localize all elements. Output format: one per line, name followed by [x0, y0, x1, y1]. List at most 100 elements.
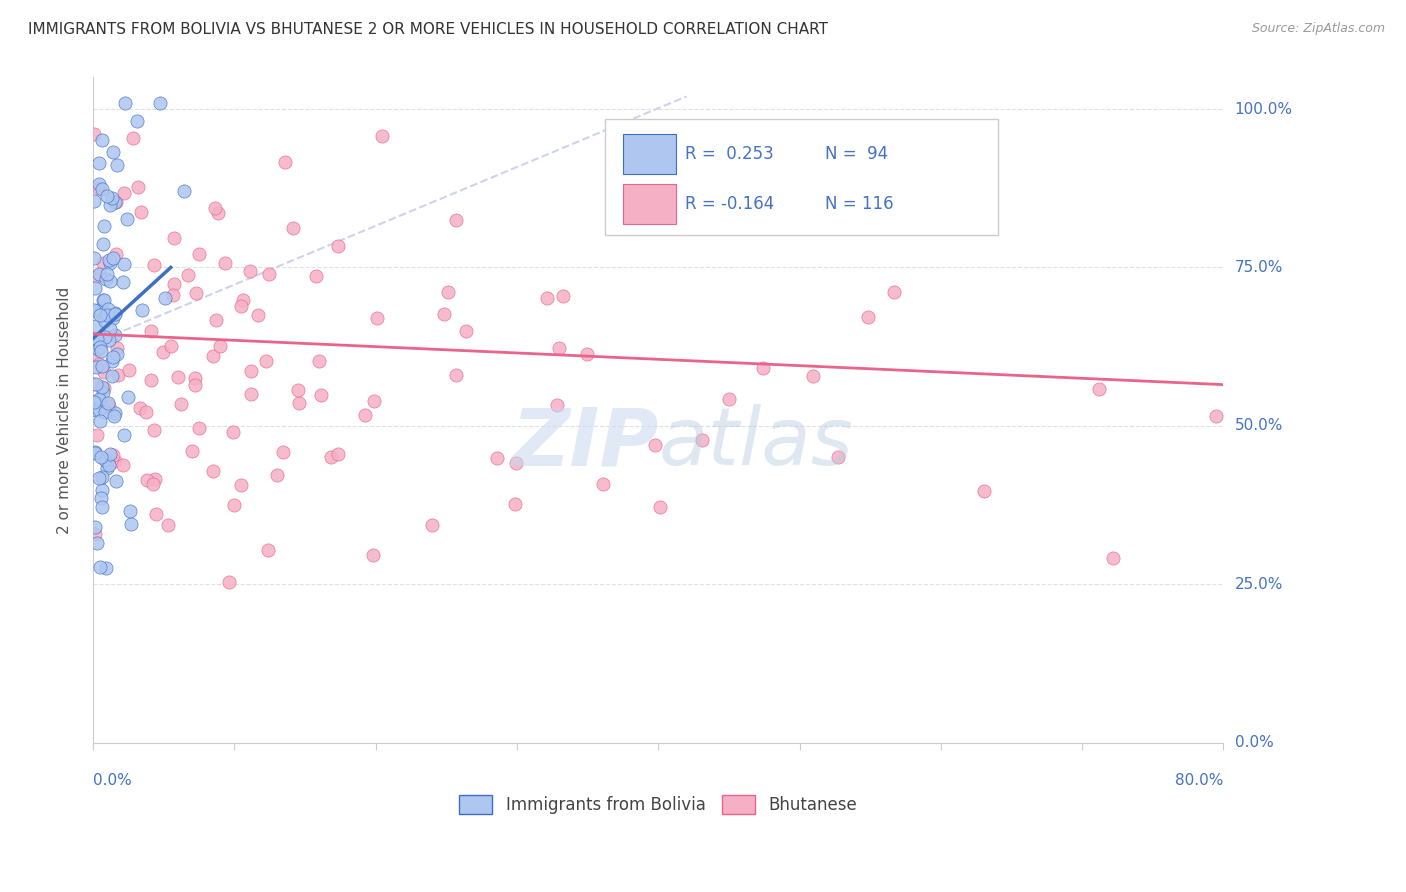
Point: [218, 575, 240, 590]
Point: [127, 180, 149, 194]
Point: [231, 299, 253, 313]
Point: [363, 394, 385, 409]
Text: 100.0%: 100.0%: [1234, 102, 1292, 117]
Point: [84, 402, 107, 417]
Point: [89, 344, 111, 359]
Point: [98, 458, 121, 472]
Point: [308, 353, 330, 368]
Point: [128, 401, 150, 415]
Point: [98, 256, 121, 270]
Point: [112, 427, 135, 442]
Point: [104, 454, 127, 468]
Point: [239, 264, 262, 278]
Point: [188, 247, 211, 261]
Point: [93, 314, 115, 328]
Point: [139, 373, 162, 387]
Text: R =  0.253: R = 0.253: [685, 145, 773, 162]
Point: [83, 194, 105, 208]
Text: 80.0%: 80.0%: [1175, 773, 1223, 788]
Point: [163, 277, 186, 291]
Point: [105, 247, 128, 261]
Point: [91, 237, 114, 252]
Point: [90, 470, 112, 484]
Point: [84, 281, 107, 295]
Point: [87, 343, 110, 357]
Point: [98, 322, 121, 336]
Point: [86, 393, 108, 408]
Point: [111, 458, 134, 473]
Point: [592, 477, 614, 491]
Y-axis label: 2 or more Vehicles in Household: 2 or more Vehicles in Household: [58, 286, 72, 533]
Point: [648, 500, 671, 515]
Point: [143, 258, 166, 272]
Point: [287, 396, 309, 410]
Point: [104, 194, 127, 209]
Point: [173, 184, 195, 198]
Point: [207, 206, 229, 220]
Point: [91, 293, 114, 308]
Point: [112, 186, 135, 201]
Point: [433, 307, 456, 321]
Text: N = 116: N = 116: [825, 195, 894, 213]
Point: [101, 448, 124, 462]
Point: [89, 392, 111, 406]
Point: [93, 400, 115, 414]
Text: atlas: atlas: [658, 404, 853, 483]
Point: [98, 197, 121, 211]
Point: [1205, 409, 1227, 424]
Point: [454, 324, 477, 338]
Point: [111, 275, 134, 289]
Point: [536, 291, 558, 305]
Point: [86, 428, 108, 442]
Point: [107, 346, 129, 360]
Point: [283, 220, 305, 235]
Point: [319, 450, 342, 465]
Point: [142, 477, 165, 491]
Point: [83, 303, 105, 318]
Point: [104, 307, 127, 321]
Point: [101, 251, 124, 265]
Point: [93, 293, 115, 308]
Text: IMMIGRANTS FROM BOLIVIA VS BHUTANESE 2 OR MORE VEHICLES IN HOUSEHOLD CORRELATION: IMMIGRANTS FROM BOLIVIA VS BHUTANESE 2 O…: [28, 22, 828, 37]
Point: [90, 450, 112, 465]
Point: [1088, 382, 1111, 396]
Point: [104, 474, 127, 488]
Point: [201, 464, 224, 478]
Point: [184, 286, 207, 301]
Point: [266, 468, 288, 483]
Point: [139, 324, 162, 338]
Point: [883, 285, 905, 299]
Point: [91, 385, 114, 400]
Point: [181, 444, 204, 458]
Point: [167, 370, 190, 384]
Point: [89, 471, 111, 485]
Point: [104, 327, 127, 342]
Point: [90, 359, 112, 373]
Point: [505, 456, 527, 470]
Point: [97, 399, 120, 413]
Point: [214, 256, 236, 270]
Point: [204, 313, 226, 327]
Point: [93, 219, 115, 233]
Point: [90, 491, 112, 505]
Point: [84, 377, 107, 392]
Point: [505, 497, 527, 511]
Point: [239, 364, 262, 378]
Point: [718, 392, 741, 407]
Point: [129, 205, 152, 219]
Point: [89, 334, 111, 348]
Point: [152, 345, 174, 359]
Text: 50.0%: 50.0%: [1234, 418, 1282, 434]
Point: [135, 405, 157, 419]
Point: [326, 447, 349, 461]
Text: 0.0%: 0.0%: [93, 773, 132, 788]
Point: [105, 158, 128, 172]
Point: [96, 306, 118, 320]
Point: [97, 253, 120, 268]
Point: [366, 310, 388, 325]
Point: [156, 518, 179, 533]
Point: [96, 308, 118, 322]
Point: [118, 503, 141, 517]
Point: [98, 447, 121, 461]
Text: 75.0%: 75.0%: [1234, 260, 1282, 275]
